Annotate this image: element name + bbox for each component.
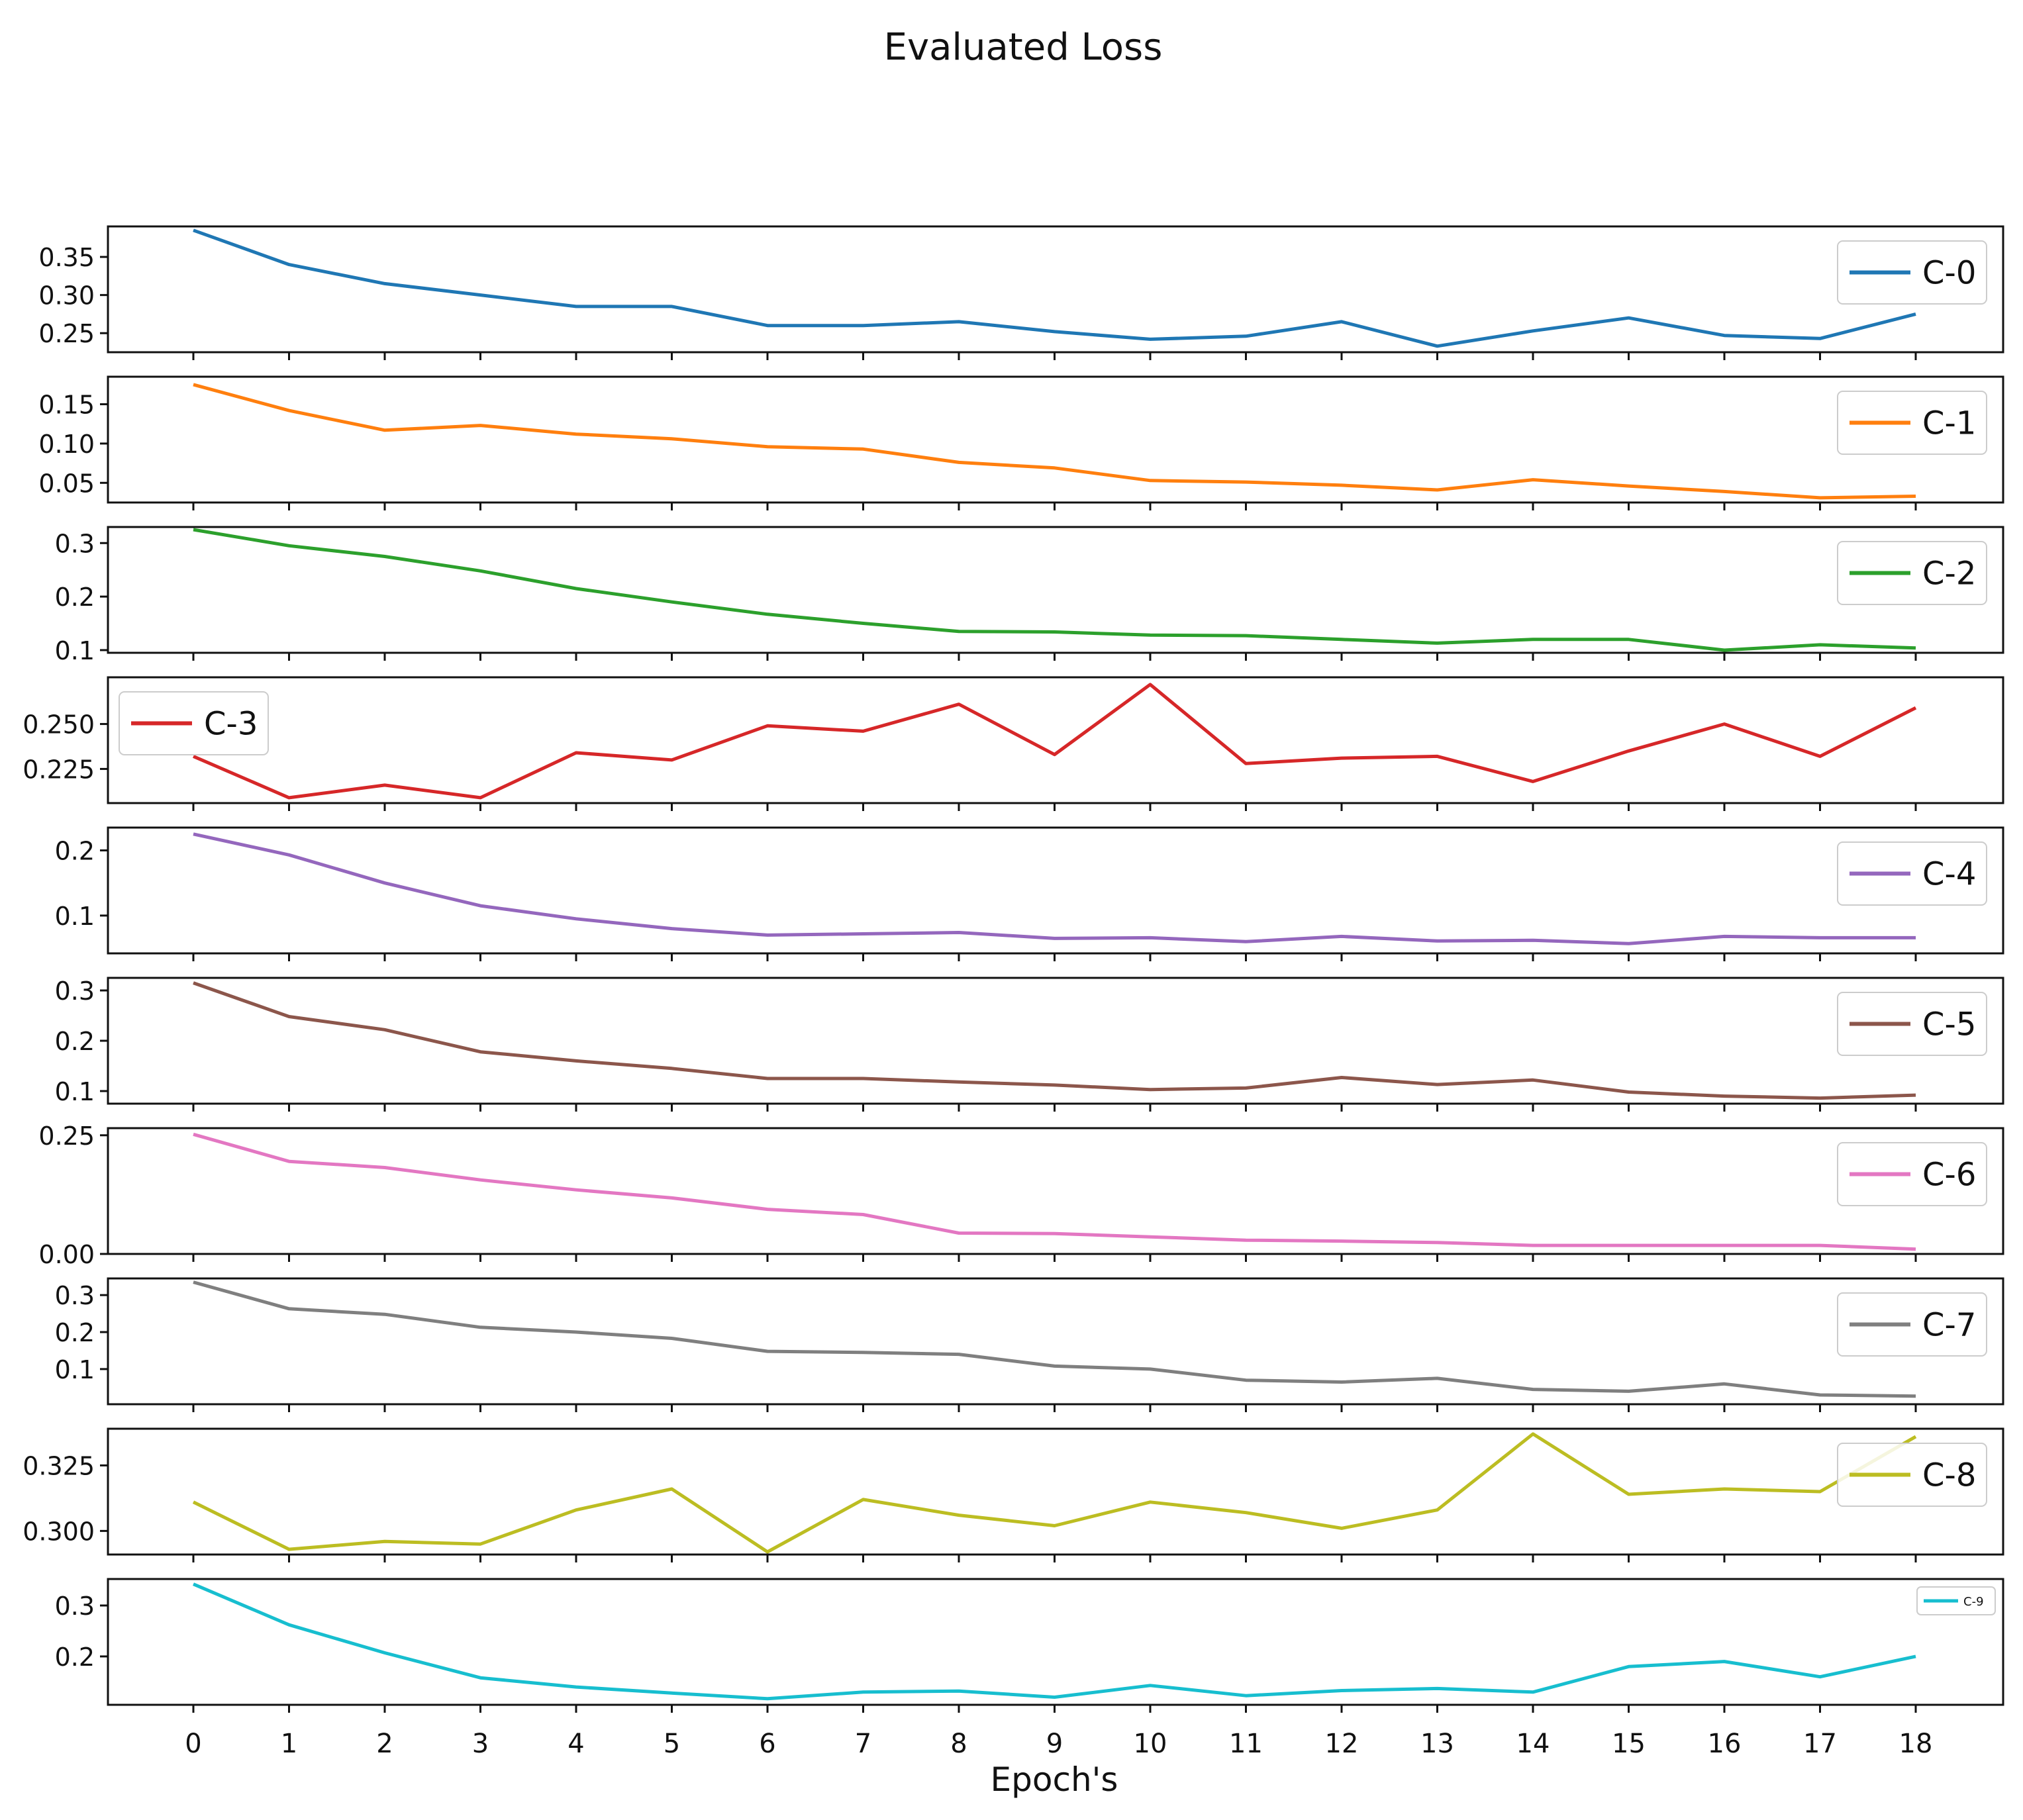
c-0-ytick-label: 0.35 bbox=[38, 243, 95, 272]
c-2-series-line bbox=[193, 528, 1916, 652]
c-6-series-line bbox=[193, 1132, 1916, 1251]
c-5-ytick-label: 0.3 bbox=[55, 977, 95, 1006]
c-9-legend-label: C-9 bbox=[1963, 1595, 1984, 1609]
c-8-ytick-label: 0.325 bbox=[23, 1451, 95, 1480]
c-4-ytick-label: 0.2 bbox=[55, 836, 95, 865]
c-1-legend-label: C-1 bbox=[1922, 405, 1976, 442]
c-2-ytick-label: 0.3 bbox=[55, 529, 95, 558]
c-4-legend-box bbox=[1837, 841, 1987, 906]
c-8-series-line bbox=[192, 1432, 1917, 1554]
c-7-legend-box bbox=[1837, 1292, 1987, 1357]
c-2-legend-label: C-2 bbox=[1922, 555, 1976, 593]
c-7-legend-label: C-7 bbox=[1922, 1307, 1976, 1344]
c-2-ytick-label: 0.1 bbox=[55, 636, 95, 665]
c-4-legend-label: C-4 bbox=[1922, 856, 1976, 893]
c-3-series-line bbox=[193, 683, 1917, 800]
c-3-legend-box bbox=[119, 691, 269, 755]
c-1-ytick-label: 0.10 bbox=[38, 430, 95, 459]
c-2-ytick-label: 0.2 bbox=[55, 583, 95, 612]
c-6-legend-label: C-6 bbox=[1922, 1157, 1976, 1194]
c-8-ytick-label: 0.300 bbox=[23, 1517, 95, 1546]
c-0-ytick-label: 0.30 bbox=[38, 281, 95, 311]
xtick-label: 2 bbox=[376, 1729, 393, 1759]
c-2-axes-frame bbox=[107, 526, 2004, 654]
c-7-ytick-label: 0.1 bbox=[55, 1355, 95, 1384]
xtick-label: 0 bbox=[185, 1729, 201, 1759]
xtick-label: 14 bbox=[1516, 1729, 1550, 1759]
c-1-series-line bbox=[193, 383, 1916, 500]
c-6-legend-box bbox=[1837, 1142, 1987, 1206]
xtick-label: 17 bbox=[1803, 1729, 1837, 1759]
xtick-label: 7 bbox=[855, 1729, 871, 1759]
xtick-label: 5 bbox=[664, 1729, 680, 1759]
c-5-axes-frame bbox=[107, 977, 2004, 1105]
chart-title: Evaluated Loss bbox=[884, 26, 1163, 69]
c-6-ytick-label: 0.00 bbox=[38, 1240, 95, 1269]
c-0-ytick-label: 0.25 bbox=[38, 319, 95, 348]
xtick-label: 8 bbox=[950, 1729, 967, 1759]
xtick-label: 1 bbox=[281, 1729, 297, 1759]
c-9-ytick-label: 0.3 bbox=[55, 1592, 95, 1621]
c-8-axes-frame bbox=[107, 1427, 2004, 1556]
xtick-label: 16 bbox=[1708, 1729, 1742, 1759]
xtick-label: 12 bbox=[1325, 1729, 1359, 1759]
c-6-ytick-label: 0.25 bbox=[38, 1122, 95, 1151]
c-3-legend-label: C-3 bbox=[204, 706, 258, 743]
c-0-legend-box bbox=[1837, 240, 1987, 305]
c-1-axes-frame bbox=[107, 375, 2004, 504]
xtick-label: 6 bbox=[759, 1729, 775, 1759]
c-4-axes-frame bbox=[107, 826, 2004, 955]
c-8-legend-label: C-8 bbox=[1922, 1457, 1976, 1494]
xtick-label: 9 bbox=[1046, 1729, 1063, 1759]
xtick-label: 10 bbox=[1134, 1729, 1167, 1759]
x-axis-label: Epoch's bbox=[991, 1760, 1118, 1799]
c-1-ytick-label: 0.15 bbox=[38, 391, 95, 420]
c-7-ytick-label: 0.3 bbox=[55, 1281, 95, 1310]
c-4-series-line bbox=[193, 832, 1916, 945]
c-5-ytick-label: 0.1 bbox=[55, 1077, 95, 1106]
c-7-series-line bbox=[193, 1280, 1916, 1398]
c-8-legend-box bbox=[1837, 1443, 1987, 1507]
c-0-series-line bbox=[193, 228, 1916, 348]
c-3-axes-frame bbox=[107, 676, 2004, 804]
c-9-axes-frame bbox=[107, 1578, 2004, 1706]
c-5-ytick-label: 0.2 bbox=[55, 1027, 95, 1056]
c-9-ytick-label: 0.2 bbox=[55, 1643, 95, 1672]
c-1-legend-box bbox=[1837, 391, 1987, 455]
xtick-label: 3 bbox=[472, 1729, 489, 1759]
c-3-ytick-label: 0.250 bbox=[23, 710, 95, 740]
c-9-series-line bbox=[193, 1582, 1916, 1701]
c-5-legend-label: C-5 bbox=[1922, 1006, 1976, 1043]
c-1-ytick-label: 0.05 bbox=[38, 469, 95, 498]
c-7-axes-frame bbox=[107, 1277, 2004, 1406]
c-4-ytick-label: 0.1 bbox=[55, 902, 95, 931]
c-3-ytick-label: 0.225 bbox=[23, 755, 95, 784]
c-5-legend-box bbox=[1837, 992, 1987, 1056]
xtick-label: 13 bbox=[1420, 1729, 1454, 1759]
xtick-label: 11 bbox=[1229, 1729, 1263, 1759]
c-0-legend-label: C-0 bbox=[1922, 255, 1976, 292]
xtick-label: 15 bbox=[1612, 1729, 1646, 1759]
xtick-label: 4 bbox=[567, 1729, 584, 1759]
c-5-series-line bbox=[193, 981, 1916, 1100]
c-2-legend-box bbox=[1837, 541, 1987, 605]
c-7-ytick-label: 0.2 bbox=[55, 1318, 95, 1347]
xtick-label: 18 bbox=[1899, 1729, 1933, 1759]
